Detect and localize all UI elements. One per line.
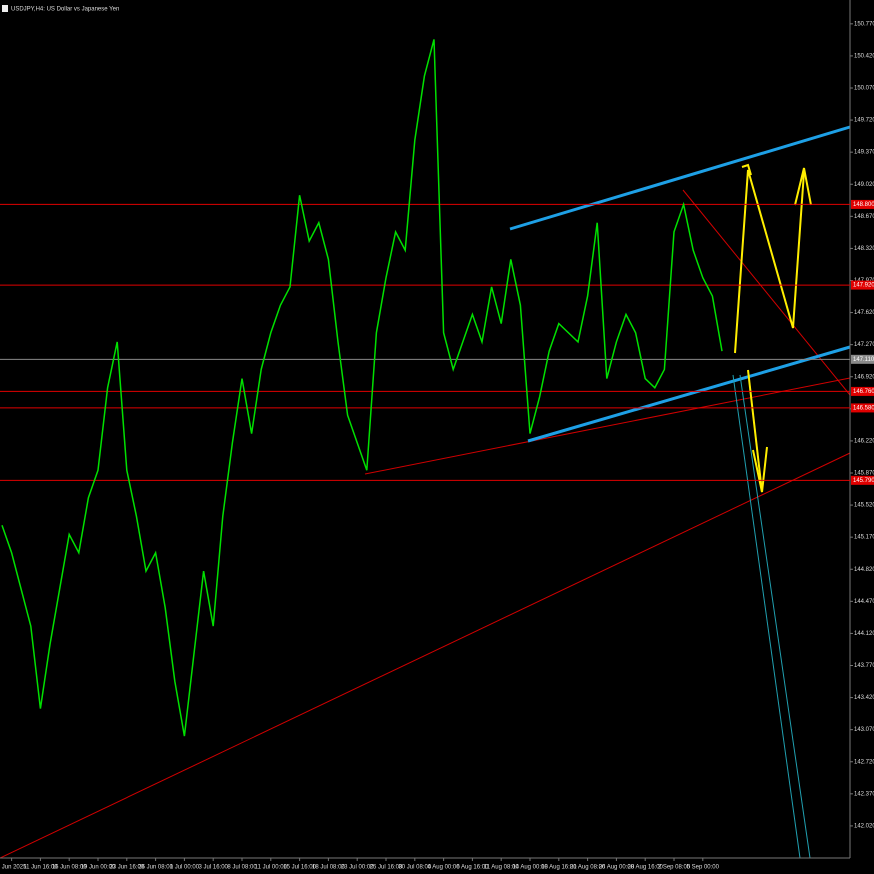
- level-line-box: [851, 199, 874, 209]
- projection-line: [732, 374, 801, 859]
- drawings: [0, 125, 851, 859]
- x-tick-label: 4 Jun 2025: [0, 865, 27, 871]
- arrow-head: [752, 446, 768, 493]
- y-tick-label: 145.870: [854, 471, 874, 477]
- x-tick-label: 1 Jul 00:00: [170, 865, 200, 871]
- x-tick-label: 23 Jul 00:00: [341, 865, 374, 871]
- x-tick-label: 11 Jul 00:00: [255, 865, 288, 871]
- x-tick-label: 18 Aug 16:00: [541, 865, 577, 871]
- y-tick-label: 150.770: [854, 21, 874, 27]
- arrow-head: [741, 163, 752, 176]
- x-tick-label: 11 Jun 16:00: [23, 865, 58, 871]
- y-tick-label: 142.720: [854, 759, 874, 765]
- projection-line: [739, 374, 811, 859]
- level-line-box: [851, 475, 874, 485]
- arrow-head: [794, 167, 812, 206]
- channel-line: [527, 345, 851, 443]
- y-tick-label: 143.770: [854, 663, 874, 669]
- y-tick-label: 145.170: [854, 535, 874, 541]
- level-line-label: 148.800: [853, 202, 874, 208]
- y-tick-label: 150.070: [854, 86, 874, 92]
- x-tick-label: 11 Aug 08:00: [484, 865, 520, 871]
- level-line-label: 146.760: [853, 389, 874, 395]
- x-tick-label: 4 Aug 00:00: [428, 865, 461, 871]
- x-tick-label: 6 Aug 16:00: [456, 865, 489, 871]
- x-tick-label: 18 Jul 08:00: [312, 865, 345, 871]
- y-tick-label: 146.220: [854, 438, 874, 444]
- x-tick-label: 28 Aug 16:00: [628, 865, 664, 871]
- y-tick-label: 143.420: [854, 695, 874, 701]
- x-tick-label: 23 Jun 16:00: [109, 865, 144, 871]
- y-tick-label: 144.470: [854, 599, 874, 605]
- x-tick-label: 25 Jul 16:00: [370, 865, 403, 871]
- y-tick-label: 149.370: [854, 150, 874, 156]
- y-tick-label: 150.420: [854, 53, 874, 59]
- y-tick-label: 149.020: [854, 182, 874, 188]
- y-tick-label: 148.320: [854, 246, 874, 252]
- x-tick-label: 14 Aug 00:00: [512, 865, 548, 871]
- x-tick-label: 19 Jun 00:00: [81, 865, 116, 871]
- y-tick-label: 142.370: [854, 791, 874, 797]
- symbol-icon: [2, 5, 8, 12]
- price-line-box: [851, 354, 874, 364]
- level-line-box: [851, 403, 874, 413]
- arrow-path: [747, 369, 763, 493]
- x-tick-label: 5 Sep 00:00: [687, 865, 720, 871]
- x-tick-label: 16 Jun 08:00: [52, 865, 87, 871]
- arrow-path: [734, 169, 805, 354]
- channel-line: [509, 125, 851, 231]
- x-tick-label: 26 Jun 08:00: [138, 865, 173, 871]
- y-tick-label: 143.070: [854, 727, 874, 733]
- level-line-box: [851, 280, 874, 290]
- y-tick-label: 144.820: [854, 567, 874, 573]
- level-line-label: 145.790: [853, 478, 874, 484]
- y-tick-label: 144.120: [854, 631, 874, 637]
- level-line-label: 147.920: [853, 283, 874, 289]
- y-tick-label: 148.670: [854, 214, 874, 220]
- trend-line: [0, 452, 851, 859]
- x-tick-label: 21 Aug 08:00: [570, 865, 606, 871]
- trend-line: [682, 189, 851, 396]
- level-line-box: [851, 386, 874, 396]
- price-line-label: 147.110: [853, 357, 874, 363]
- x-tick-label: 15 Jul 16:00: [283, 865, 316, 871]
- y-tick-label: 147.270: [854, 342, 874, 348]
- y-tick-label: 147.620: [854, 310, 874, 316]
- y-tick-label: 149.720: [854, 118, 874, 124]
- trend-line: [364, 377, 851, 475]
- x-tick-label: 26 Aug 00:00: [599, 865, 635, 871]
- y-tick-label: 142.020: [854, 823, 874, 829]
- chart-title: USDJPY,H4: US Dollar vs Japanese Yen: [11, 7, 119, 13]
- level-line-label: 146.580: [853, 405, 874, 411]
- x-tick-label: 3 Jul 16:00: [199, 865, 229, 871]
- y-tick-label: 146.920: [854, 374, 874, 380]
- price-line-series: [1, 39, 723, 737]
- x-tick-label: 2 Sep 08:00: [658, 865, 691, 871]
- y-tick-label: 145.520: [854, 503, 874, 509]
- x-tick-label: 30 Jul 08:00: [398, 865, 431, 871]
- x-tick-label: 8 Jul 08:00: [227, 865, 257, 871]
